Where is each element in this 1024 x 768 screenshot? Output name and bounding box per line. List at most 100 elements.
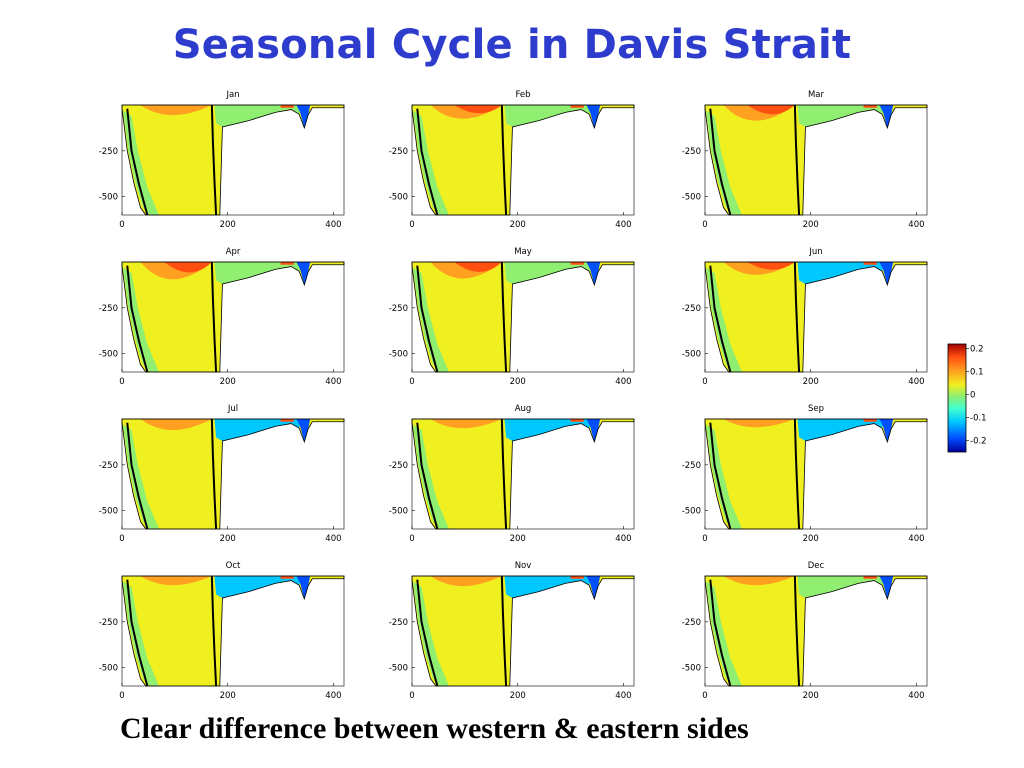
y-tick-label: -500 bbox=[389, 350, 408, 360]
east-cool bbox=[504, 105, 592, 127]
axes-frame bbox=[704, 261, 928, 373]
panel-title: May bbox=[514, 247, 532, 257]
east-cool bbox=[797, 576, 885, 598]
y-tick-label: -500 bbox=[389, 193, 408, 203]
east-trench bbox=[296, 262, 311, 285]
zero-contour-west bbox=[126, 422, 149, 530]
zero-contour-west bbox=[416, 422, 439, 530]
east-cool bbox=[214, 262, 302, 284]
panel-title: Dec bbox=[808, 561, 825, 571]
y-tick-label: -500 bbox=[682, 664, 701, 674]
west-band bbox=[706, 267, 742, 372]
x-tick-label: 0 bbox=[119, 534, 124, 544]
x-tick-label: 200 bbox=[510, 377, 526, 387]
colorbar: 0.2 0.1 0 -0.1 -0.2 bbox=[947, 343, 987, 453]
colorbar-tick-label: -0.2 bbox=[970, 437, 987, 447]
east-trench bbox=[586, 105, 601, 128]
x-tick-label: 400 bbox=[615, 220, 631, 230]
section-fill bbox=[412, 576, 634, 686]
axes-frame bbox=[411, 418, 635, 530]
x-tick-label: 400 bbox=[908, 534, 924, 544]
section-fill bbox=[412, 419, 634, 529]
east-surface-warm bbox=[280, 105, 294, 108]
hot-core bbox=[164, 262, 212, 273]
hot-core bbox=[454, 262, 502, 272]
zero-contour-west bbox=[709, 422, 732, 530]
section-fill bbox=[705, 419, 927, 529]
y-tick-label: -250 bbox=[389, 304, 408, 314]
panel-title: Feb bbox=[515, 90, 530, 100]
east-surface-warm bbox=[570, 576, 584, 579]
axes-frame bbox=[411, 104, 635, 216]
zero-contour-west bbox=[126, 579, 149, 687]
west-band bbox=[413, 110, 449, 215]
panel-title: Apr bbox=[226, 247, 241, 257]
axes-frame bbox=[121, 261, 345, 373]
x-tick-label: 0 bbox=[702, 534, 707, 544]
x-tick-label: 200 bbox=[803, 377, 819, 387]
x-tick-label: 400 bbox=[908, 377, 924, 387]
panel-title: Nov bbox=[515, 561, 532, 571]
east-cool bbox=[504, 576, 592, 598]
axes-frame bbox=[704, 104, 928, 216]
slide-title: Seasonal Cycle in Davis Strait bbox=[172, 22, 852, 68]
colorbar-tick-label: 0.1 bbox=[970, 368, 984, 378]
zero-contour-center bbox=[500, 575, 508, 687]
zero-contour-west bbox=[709, 108, 732, 216]
warm-core bbox=[140, 419, 212, 430]
x-tick-label: 200 bbox=[803, 534, 819, 544]
east-trench bbox=[879, 105, 894, 128]
west-band bbox=[413, 267, 449, 372]
east-surface-warm bbox=[280, 576, 294, 579]
y-tick-label: -250 bbox=[99, 618, 118, 628]
east-surface-warm bbox=[863, 419, 877, 422]
y-tick-label: -500 bbox=[389, 664, 408, 674]
axes-frame bbox=[704, 418, 928, 530]
zero-contour-center bbox=[793, 418, 801, 530]
warm-core bbox=[430, 576, 502, 587]
y-tick-label: -250 bbox=[389, 461, 408, 471]
x-tick-label: 0 bbox=[119, 377, 124, 387]
contour-panel-oct: Oct 0 200 400 -250 -500 bbox=[99, 561, 345, 701]
west-band bbox=[413, 424, 449, 529]
x-tick-label: 400 bbox=[615, 691, 631, 701]
section-fill bbox=[122, 262, 344, 372]
x-tick-label: 200 bbox=[220, 220, 236, 230]
hot-core bbox=[747, 105, 795, 115]
east-trench bbox=[296, 105, 311, 128]
east-cool bbox=[797, 105, 885, 127]
zero-contour-west bbox=[416, 108, 439, 216]
y-tick-label: -250 bbox=[99, 147, 118, 157]
x-tick-label: 0 bbox=[119, 691, 124, 701]
panel-title: Oct bbox=[226, 561, 241, 571]
panel-title: Jul bbox=[227, 404, 238, 414]
y-tick-label: -250 bbox=[682, 147, 701, 157]
east-cool bbox=[214, 105, 302, 127]
east-trench bbox=[586, 576, 601, 599]
zero-contour-center bbox=[210, 418, 218, 530]
axes-frame bbox=[411, 575, 635, 687]
slide-caption: Clear difference between western & easte… bbox=[120, 712, 749, 745]
x-tick-label: 0 bbox=[702, 691, 707, 701]
panel-title: Jan bbox=[225, 90, 239, 100]
east-cool bbox=[797, 262, 885, 284]
contour-panel-mar: Mar 0 200 400 -250 -500 bbox=[682, 90, 928, 230]
colorbar-tick-label: -0.1 bbox=[970, 414, 987, 424]
x-tick-label: 200 bbox=[510, 220, 526, 230]
east-trench bbox=[586, 419, 601, 442]
x-tick-label: 400 bbox=[325, 377, 341, 387]
east-cool bbox=[797, 419, 885, 441]
x-tick-label: 200 bbox=[220, 534, 236, 544]
x-tick-label: 400 bbox=[325, 220, 341, 230]
x-tick-label: 0 bbox=[409, 534, 414, 544]
x-tick-label: 400 bbox=[325, 534, 341, 544]
section-fill bbox=[705, 105, 927, 215]
zero-contour-west bbox=[709, 579, 732, 687]
y-tick-label: -250 bbox=[682, 461, 701, 471]
east-cool bbox=[504, 419, 592, 441]
east-surface-warm bbox=[863, 262, 877, 265]
section-fill bbox=[122, 419, 344, 529]
east-cool bbox=[504, 262, 592, 284]
colorbar-gradient bbox=[947, 343, 967, 453]
y-tick-label: -250 bbox=[99, 461, 118, 471]
